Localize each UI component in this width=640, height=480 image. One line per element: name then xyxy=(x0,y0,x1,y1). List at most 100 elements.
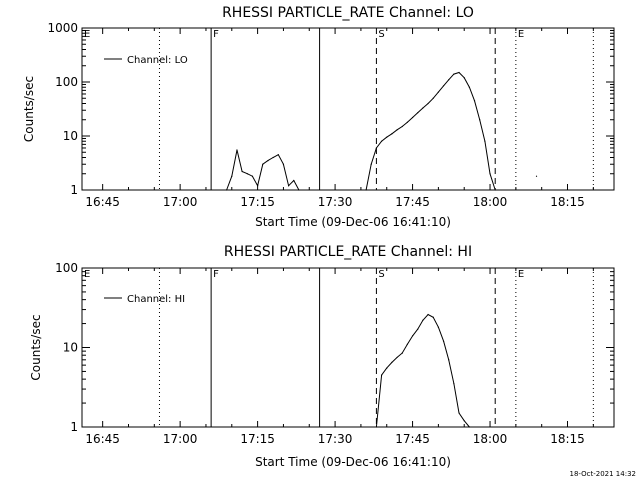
plot-frame xyxy=(81,27,615,191)
data-point xyxy=(437,326,439,328)
data-point xyxy=(535,175,538,177)
data-point xyxy=(422,319,424,321)
x-tick-label: 17:30 xyxy=(318,432,353,446)
data-point xyxy=(473,100,476,102)
data-point xyxy=(448,359,450,361)
data-point xyxy=(442,85,445,87)
x-tick-label: 18:00 xyxy=(473,195,508,209)
y-tick-label: 100 xyxy=(55,75,78,89)
data-point xyxy=(484,140,486,142)
y-tick-label: 10 xyxy=(63,129,78,143)
data-point xyxy=(442,340,445,342)
data-point xyxy=(246,173,248,175)
data-point xyxy=(226,189,228,191)
series-line xyxy=(227,73,537,191)
chart-title: RHESSI PARTICLE_RATE Channel: HI xyxy=(224,244,472,260)
chart-title: RHESSI PARTICLE_RATE Channel: LO xyxy=(222,5,474,21)
data-point xyxy=(375,426,378,428)
data-point xyxy=(427,102,429,105)
data-point xyxy=(494,189,496,191)
x-tick-label: 18:15 xyxy=(550,432,585,446)
data-point xyxy=(236,149,238,151)
data-point xyxy=(463,420,465,422)
data-point xyxy=(401,352,403,354)
legend-label: Channel: LO xyxy=(127,55,188,66)
data-point xyxy=(437,91,439,93)
y-tick-label: 100 xyxy=(55,261,78,275)
data-point xyxy=(241,170,243,173)
data-point xyxy=(458,412,460,414)
data-point xyxy=(288,185,290,187)
data-point xyxy=(365,189,367,191)
data-point xyxy=(468,426,470,428)
event-marker-label: E xyxy=(84,269,90,280)
data-point xyxy=(370,163,372,165)
x-tick-label: 16:45 xyxy=(85,432,120,446)
plot-frame xyxy=(81,267,615,428)
data-point xyxy=(448,79,450,81)
x-tick-label: 17:30 xyxy=(318,195,353,209)
x-tick-label: 16:45 xyxy=(85,195,120,209)
event-marker-label: F xyxy=(213,269,219,280)
legend-label: Channel: HI xyxy=(127,294,185,305)
x-tick-label: 17:45 xyxy=(395,195,430,209)
data-point xyxy=(375,147,378,149)
y-tick-label: 1 xyxy=(70,183,78,197)
data-point xyxy=(411,116,414,119)
data-point xyxy=(406,343,408,345)
data-point xyxy=(277,154,279,156)
data-point xyxy=(489,173,491,175)
x-tick-label: 17:15 xyxy=(240,432,275,446)
data-point xyxy=(396,356,398,359)
data-point xyxy=(262,163,264,165)
data-point xyxy=(386,367,388,369)
data-point xyxy=(458,71,460,74)
data-point xyxy=(468,86,470,88)
event-marker-label: E xyxy=(84,29,90,40)
data-point xyxy=(251,175,254,177)
y-tick-label: 1000 xyxy=(47,21,78,35)
x-axis-label: Start Time (09-Dec-06 16:41:10) xyxy=(255,455,451,469)
event-marker-label: E xyxy=(518,269,524,280)
data-point xyxy=(231,175,233,177)
data-point xyxy=(427,313,429,316)
y-axis-label: Counts/sec xyxy=(29,314,43,380)
data-point xyxy=(386,136,388,138)
y-axis-label: Counts/sec xyxy=(22,76,36,142)
data-point xyxy=(272,156,274,159)
data-point xyxy=(380,374,383,376)
data-point xyxy=(453,383,455,385)
series-line xyxy=(375,313,470,428)
data-point xyxy=(282,163,285,165)
event-marker-label: S xyxy=(378,269,384,280)
data-point xyxy=(417,328,419,330)
x-tick-label: 18:15 xyxy=(550,195,585,209)
data-point xyxy=(293,179,295,182)
chart-panel-hi: RHESSI PARTICLE_RATE Channel: HI 16:45 17:… xyxy=(29,244,615,469)
data-point xyxy=(432,97,434,99)
data-point xyxy=(411,335,414,337)
event-marker-label: F xyxy=(213,29,219,40)
event-marker-label: S xyxy=(378,29,384,40)
x-tick-label: 17:15 xyxy=(240,195,275,209)
event-marker-label: E xyxy=(518,29,524,40)
data-point xyxy=(396,129,398,131)
x-tick-label: 17:45 xyxy=(395,432,430,446)
data-point xyxy=(298,189,300,191)
data-point xyxy=(479,119,481,121)
data-point xyxy=(257,185,259,187)
data-point xyxy=(380,140,383,142)
plot-timestamp: 18-Oct-2021 14:32 xyxy=(570,470,636,478)
data-point xyxy=(391,133,393,135)
x-axis-label: Start Time (09-Dec-06 16:41:10) xyxy=(255,215,451,229)
y-tick-label: 1 xyxy=(70,420,78,434)
x-tick-label: 18:00 xyxy=(473,432,508,446)
data-point xyxy=(453,73,455,75)
data-point xyxy=(432,316,434,318)
data-point xyxy=(463,77,465,79)
data-point xyxy=(267,160,269,162)
chart-panel-lo: RHESSI PARTICLE_RATE Channel: LO 16:45 17:… xyxy=(22,5,615,229)
y-tick-label: 10 xyxy=(63,341,78,355)
data-point xyxy=(422,107,424,109)
